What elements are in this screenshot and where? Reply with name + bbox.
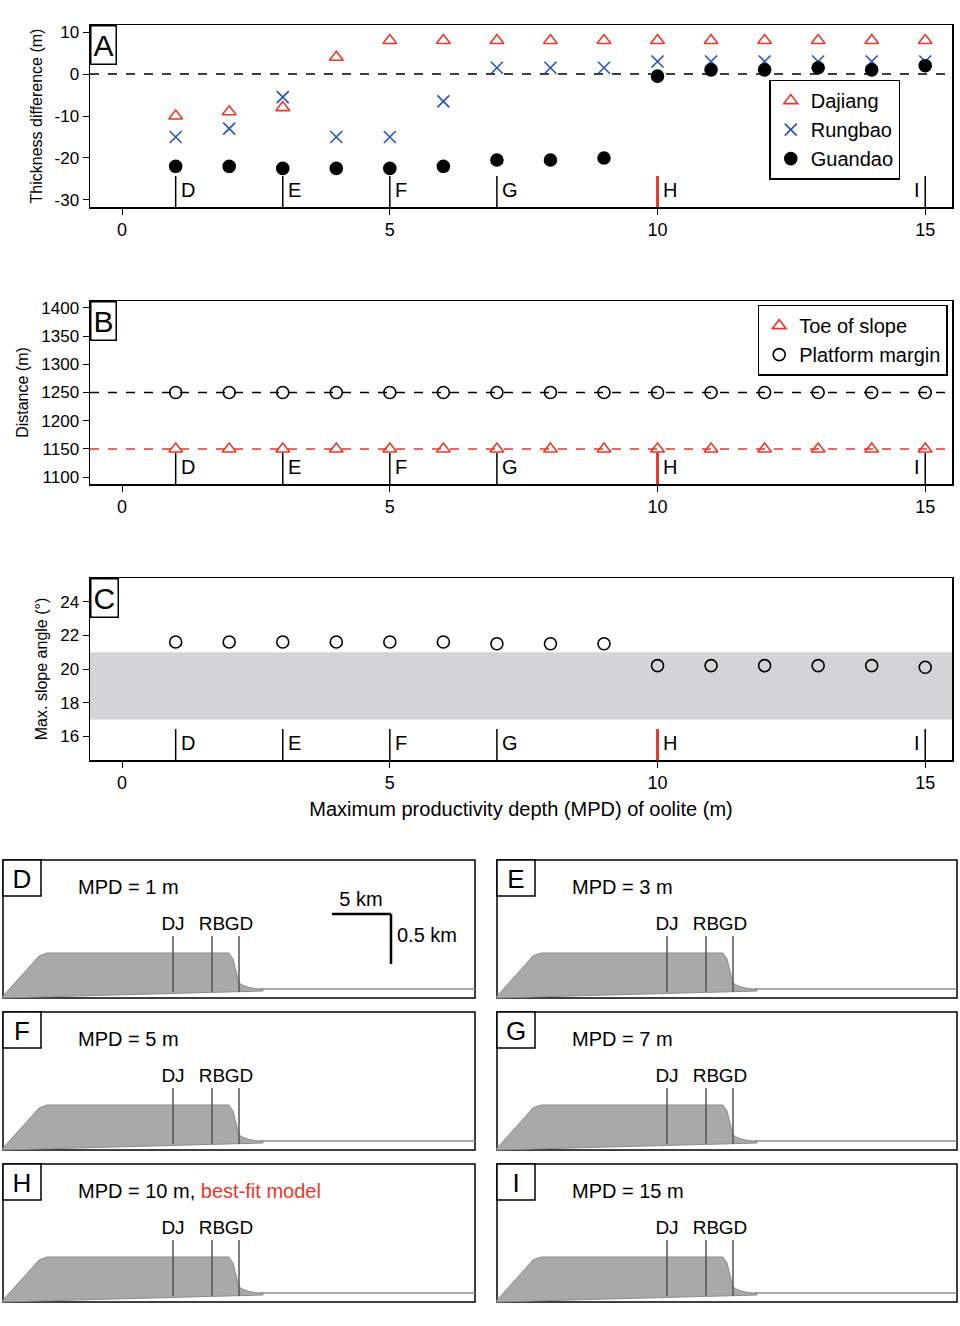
svg-text:GD: GD — [719, 913, 748, 934]
svg-text:MPD = 10 m, best-fit model: MPD = 10 m, best-fit model — [78, 1180, 321, 1202]
svg-text:1100: 1100 — [43, 468, 80, 487]
svg-text:-10: -10 — [55, 107, 80, 126]
svg-text:10: 10 — [648, 497, 668, 517]
svg-text:B: B — [94, 305, 114, 338]
svg-text:15: 15 — [915, 220, 935, 240]
svg-text:GD: GD — [225, 1065, 254, 1086]
svg-text:0.5 km: 0.5 km — [397, 924, 457, 946]
svg-text:DJ: DJ — [161, 1217, 184, 1238]
svg-text:1200: 1200 — [41, 412, 79, 431]
svg-text:Guandao: Guandao — [811, 148, 893, 170]
svg-text:10: 10 — [648, 220, 668, 240]
svg-text:G: G — [502, 732, 518, 754]
svg-text:GD: GD — [719, 1065, 748, 1086]
svg-text:22: 22 — [60, 626, 79, 645]
svg-text:MPD = 3 m: MPD = 3 m — [572, 876, 673, 898]
svg-text:Max. slope angle (°): Max. slope angle (°) — [33, 598, 50, 740]
svg-text:MPD = 7 m: MPD = 7 m — [572, 1028, 673, 1050]
svg-text:H: H — [663, 179, 677, 201]
svg-text:A: A — [94, 29, 114, 62]
svg-text:Toe of slope: Toe of slope — [799, 315, 907, 337]
svg-text:20: 20 — [60, 660, 79, 679]
svg-text:Dajiang: Dajiang — [811, 90, 879, 112]
svg-text:I: I — [914, 179, 920, 201]
svg-text:I: I — [914, 732, 920, 754]
svg-text:1350: 1350 — [41, 327, 79, 346]
svg-text:16: 16 — [60, 727, 79, 746]
svg-text:I: I — [512, 1168, 519, 1198]
svg-text:0: 0 — [70, 65, 79, 84]
svg-text:DJ: DJ — [655, 1065, 678, 1086]
svg-text:G: G — [502, 456, 518, 478]
svg-text:RB: RB — [693, 913, 719, 934]
svg-text:RB: RB — [199, 1217, 225, 1238]
svg-text:F: F — [395, 456, 407, 478]
svg-text:10: 10 — [60, 23, 79, 42]
svg-text:DJ: DJ — [655, 1217, 678, 1238]
svg-text:D: D — [13, 864, 32, 894]
svg-text:Rungbao: Rungbao — [811, 119, 892, 141]
svg-text:E: E — [288, 456, 301, 478]
svg-text:Distance (m): Distance (m) — [14, 347, 31, 438]
svg-text:F: F — [395, 179, 407, 201]
svg-text:0: 0 — [117, 220, 127, 240]
svg-text:H: H — [663, 456, 677, 478]
svg-text:MPD = 1 m: MPD = 1 m — [78, 876, 179, 898]
svg-text:5: 5 — [385, 773, 395, 793]
svg-text:G: G — [506, 1016, 526, 1046]
svg-text:RB: RB — [693, 1065, 719, 1086]
svg-text:DJ: DJ — [655, 913, 678, 934]
svg-text:1250: 1250 — [41, 383, 79, 402]
svg-text:1400: 1400 — [41, 299, 79, 318]
svg-text:Platform margin: Platform margin — [799, 344, 940, 366]
svg-text:-30: -30 — [55, 191, 80, 210]
svg-text:GD: GD — [225, 1217, 254, 1238]
svg-text:Maximum productivity depth (MP: Maximum productivity depth (MPD) of ooli… — [309, 798, 732, 820]
svg-text:E: E — [288, 732, 301, 754]
svg-text:15: 15 — [915, 773, 935, 793]
svg-text:10: 10 — [648, 773, 668, 793]
svg-text:E: E — [507, 864, 524, 894]
svg-text:DJ: DJ — [161, 1065, 184, 1086]
svg-text:C: C — [94, 582, 116, 615]
svg-text:DJ: DJ — [161, 913, 184, 934]
svg-text:-20: -20 — [55, 149, 80, 168]
svg-text:GD: GD — [719, 1217, 748, 1238]
svg-text:E: E — [288, 179, 301, 201]
svg-text:F: F — [14, 1016, 30, 1046]
svg-text:5 km: 5 km — [339, 888, 382, 910]
svg-text:D: D — [181, 456, 195, 478]
svg-text:H: H — [663, 732, 677, 754]
svg-text:15: 15 — [915, 497, 935, 517]
svg-text:5: 5 — [385, 497, 395, 517]
svg-text:D: D — [181, 732, 195, 754]
svg-text:Thickness difference (m): Thickness difference (m) — [28, 29, 45, 204]
svg-text:RB: RB — [693, 1217, 719, 1238]
svg-text:MPD = 5 m: MPD = 5 m — [78, 1028, 179, 1050]
svg-text:I: I — [914, 456, 920, 478]
svg-text:G: G — [502, 179, 518, 201]
svg-text:GD: GD — [225, 913, 254, 934]
svg-text:MPD = 15 m: MPD = 15 m — [572, 1180, 684, 1202]
svg-text:0: 0 — [117, 773, 127, 793]
svg-text:24: 24 — [60, 593, 79, 612]
svg-text:1150: 1150 — [43, 440, 80, 459]
svg-text:5: 5 — [385, 220, 395, 240]
svg-text:H: H — [13, 1168, 32, 1198]
svg-text:0: 0 — [117, 497, 127, 517]
svg-text:D: D — [181, 179, 195, 201]
svg-text:18: 18 — [60, 694, 79, 713]
svg-text:1300: 1300 — [41, 355, 79, 374]
svg-text:RB: RB — [199, 1065, 225, 1086]
svg-text:RB: RB — [199, 913, 225, 934]
svg-text:F: F — [395, 732, 407, 754]
